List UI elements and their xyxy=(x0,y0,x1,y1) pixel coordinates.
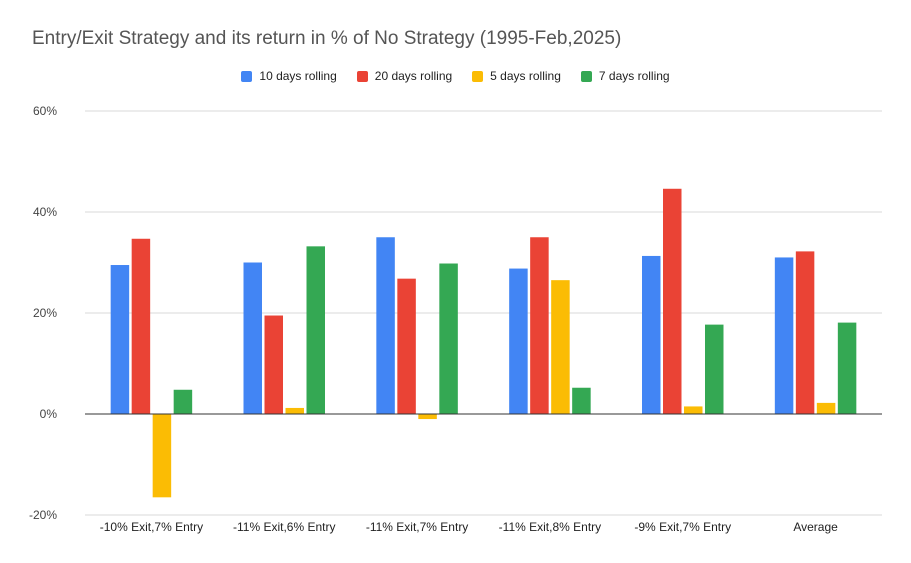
bar[interactable] xyxy=(131,238,151,414)
bar[interactable] xyxy=(418,414,437,420)
bar[interactable] xyxy=(397,278,416,414)
bar[interactable] xyxy=(152,414,172,498)
x-tick-label: -11% Exit,7% Entry xyxy=(366,520,468,534)
legend-item-7-days[interactable]: 7 days rolling xyxy=(580,69,670,83)
bar[interactable] xyxy=(837,322,857,414)
bar[interactable] xyxy=(264,315,284,414)
legend-swatch-10-days xyxy=(241,70,253,82)
bar[interactable] xyxy=(642,255,661,414)
legend-swatch-7-days xyxy=(580,70,592,82)
bar[interactable] xyxy=(306,246,326,414)
bar[interactable] xyxy=(684,406,703,414)
x-tick-label: -11% Exit,8% Entry xyxy=(499,520,601,534)
bar[interactable] xyxy=(530,237,549,414)
legend-label-20-days: 20 days rolling xyxy=(374,69,453,83)
bar[interactable] xyxy=(439,263,458,414)
legend-label-10-days: 10 days rolling xyxy=(259,69,337,83)
y-tick-label: 0% xyxy=(40,407,58,421)
x-tick-label: -9% Exit,7% Entry xyxy=(634,520,731,534)
bar[interactable] xyxy=(663,188,682,414)
legend-label-7-days: 7 days rolling xyxy=(598,69,670,83)
legend-item-10-days[interactable]: 10 days rolling xyxy=(241,69,337,83)
legend-label-5-days: 5 days rolling xyxy=(490,69,561,83)
bar[interactable] xyxy=(816,402,836,414)
x-tick-label: -11% Exit,6% Entry xyxy=(233,520,335,534)
legend-swatch-20-days xyxy=(356,70,368,82)
y-tick-label: 40% xyxy=(33,205,57,219)
bar[interactable] xyxy=(774,257,794,414)
bar[interactable] xyxy=(572,387,591,414)
legend-item-20-days[interactable]: 20 days rolling xyxy=(356,69,453,83)
legend-item-5-days[interactable]: 5 days rolling xyxy=(472,69,561,83)
y-tick-label: -20% xyxy=(29,508,57,522)
bar[interactable] xyxy=(285,407,305,414)
bar[interactable] xyxy=(110,265,130,414)
bar[interactable] xyxy=(376,237,395,414)
legend-swatch-5-days xyxy=(472,70,484,82)
bar[interactable] xyxy=(243,262,263,415)
bar[interactable] xyxy=(509,268,528,414)
y-tick-label: 60% xyxy=(33,104,57,118)
legend: 10 days rolling 20 days rolling 5 days r… xyxy=(0,69,911,83)
bar[interactable] xyxy=(705,324,724,414)
x-tick-label: -10% Exit,7% Entry xyxy=(100,520,203,534)
bar[interactable] xyxy=(551,280,570,414)
x-tick-label: Average xyxy=(793,520,838,534)
bar[interactable] xyxy=(173,389,193,414)
chart-title: Entry/Exit Strategy and its return in % … xyxy=(32,28,622,49)
y-tick-label: 20% xyxy=(33,306,57,320)
bar[interactable] xyxy=(795,251,815,414)
